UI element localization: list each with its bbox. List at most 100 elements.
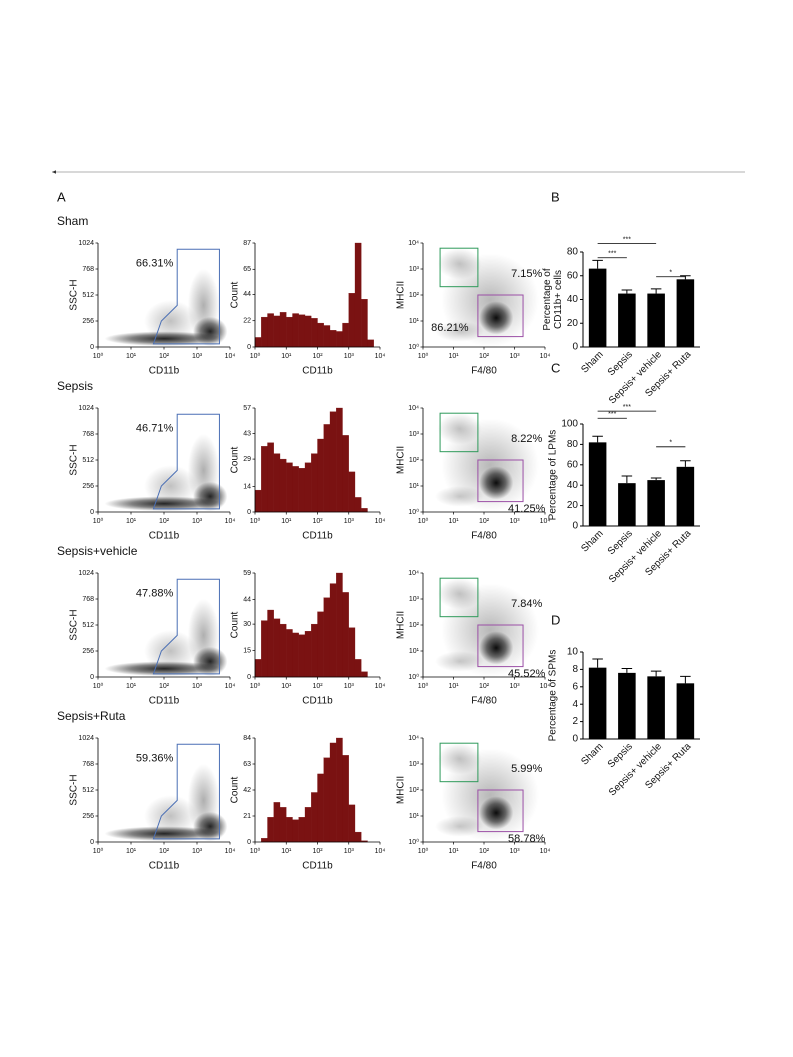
bar [588,442,607,526]
x-tick-label: 10⁰ [250,352,261,360]
histogram-bar [261,838,268,843]
x-tick-label: 10¹ [448,353,459,360]
x-tick-label: 10⁰ [93,352,104,360]
y-tick-label: 512 [82,787,94,794]
y-tick-label: 1024 [78,735,94,742]
histogram-bar [323,597,331,678]
density-cloud [144,795,198,837]
histogram-bar [311,623,318,678]
histogram-bar [286,817,293,843]
x-tick-label: 10⁴ [540,848,551,855]
group-label: Sepsis [57,379,93,393]
y-tick-label: 15 [243,647,251,654]
y-tick-label: 10³ [409,761,420,768]
y-tick-label: 256 [82,318,94,325]
y-tick-label: 10³ [409,596,420,603]
x-tick-label: 10⁰ [93,682,104,690]
bar [676,683,695,739]
histogram-bar [292,313,299,348]
histogram-bar [304,807,312,843]
histogram-bar [336,737,343,843]
x-tick-label: 10² [159,848,170,855]
y-tick-label: 10⁰ [408,838,419,846]
y-tick-label: 0 [90,509,94,516]
histogram-bar [273,802,281,843]
x-tick-label: 10⁰ [418,517,429,525]
bar [618,672,636,739]
y-tick-label: 4 [572,699,578,710]
histogram-bar [298,314,306,348]
y-tick-label: 84 [243,735,251,742]
gate-percent: 47.88% [136,588,174,600]
histogram-bar [311,318,318,348]
y-tick-label: 59 [243,570,251,577]
bar [588,268,607,347]
significance-label: *** [623,404,631,411]
x-tick-label: 10¹ [281,683,292,690]
x-tick-label: 10⁴ [375,518,386,525]
x-tick-label: 10¹ [126,353,137,360]
y-tick-label: 44 [243,291,251,298]
histogram-bar [279,623,287,678]
x-tick-label: 10⁴ [225,518,236,525]
x-axis-label: CD11b [302,366,333,377]
y-axis-label: MHCII [396,446,407,474]
histogram-bar [317,611,324,678]
cd11b-gate [152,578,220,675]
histogram-bar [254,659,262,678]
error-bar [650,288,662,294]
histogram-bar [354,659,362,678]
histogram-bar [311,792,318,843]
y-tick-label: 29 [243,456,251,463]
x-tick-label: 10⁴ [375,848,386,855]
x-tick-label: Sham [579,528,605,554]
y-tick-label: 14 [243,483,251,490]
y-tick-label: 21 [243,813,251,820]
y-axis-label: SSC-H [69,774,80,805]
bar [618,293,636,347]
y-tick-label: 10³ [409,431,420,438]
cd11b-gate [152,248,220,345]
f480-gate [477,459,524,503]
x-tick-label: 10² [159,353,170,360]
gate-percent: 66.31% [136,258,174,270]
y-tick-label: 10¹ [409,318,420,325]
x-tick-label: 10³ [509,848,520,855]
y-tick-label: 1024 [78,240,94,247]
y-tick-label: 768 [82,266,94,273]
f480-gate [477,789,524,833]
x-tick-label: 10³ [192,848,203,855]
x-tick-label: 10¹ [448,848,459,855]
y-tick-label: 22 [243,318,251,325]
histogram-bar [261,446,268,513]
x-tick-label: 10² [312,683,323,690]
y-tick-label: 65 [243,266,251,273]
density-cloud [144,630,198,672]
bar [647,480,665,526]
error-bar [680,460,691,467]
y-tick-label: 10⁰ [408,343,419,351]
y-tick-label: 0 [572,342,578,353]
density-cloud [435,486,484,507]
density-cloud [435,651,484,672]
y-axis-label: SSC-H [69,279,80,310]
y-tick-label: 40 [567,294,579,305]
histogram-bar [261,620,268,678]
histogram-bar [336,572,343,678]
histogram-bar [348,293,356,348]
histogram-bar [317,322,324,348]
density-cloud [437,413,482,445]
y-tick-label: 768 [82,596,94,603]
histogram-bar [323,424,331,513]
histogram-bar [348,627,356,678]
histogram-bar [279,458,287,513]
gate-percent: 8.22% [511,433,542,445]
y-tick-label: 42 [243,787,251,794]
panel-label: B [551,189,560,204]
y-tick-label: 10² [409,457,420,464]
density-cloud [144,300,198,342]
x-tick-label: Sham [579,741,605,767]
histogram-bar [267,313,274,348]
histogram-bar [261,316,268,348]
histogram-bar [304,315,312,348]
